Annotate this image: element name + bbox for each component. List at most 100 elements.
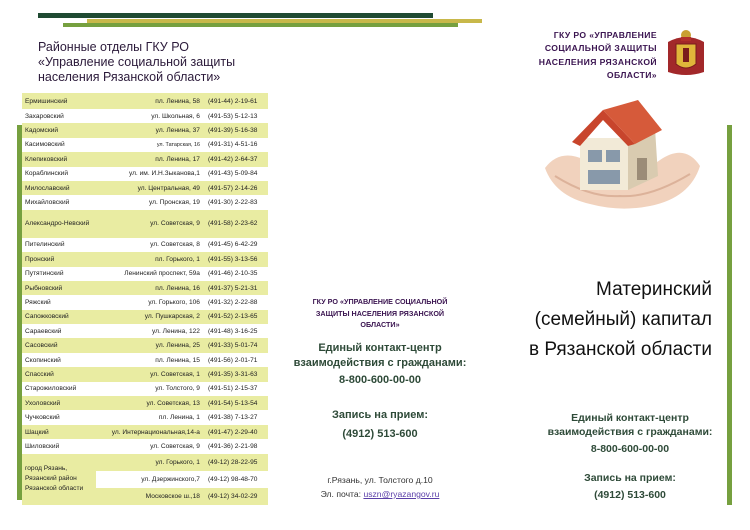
- district-phone: (491-45) 6-42-29: [207, 241, 258, 249]
- district-name: Пителинский: [25, 241, 65, 249]
- district-phone: (491-54) 5-13-54: [203, 396, 268, 411]
- district-phone: (491-42) 2-64-37: [203, 152, 268, 167]
- district-address: ул. Пронская, 19: [149, 199, 200, 207]
- district-phone: (491-47) 2-29-40: [203, 424, 268, 440]
- district-phone: (491-58) 2-23-62: [203, 209, 268, 238]
- district-address: ул. Школьная, 6: [151, 112, 200, 120]
- district-phone: (491-38) 7-13-27: [207, 414, 258, 422]
- district-address: ул. Пушкарская, 2: [96, 309, 204, 325]
- district-name: Шацкий: [22, 424, 96, 440]
- district-address: ул. Советская, 13: [96, 396, 204, 411]
- district-address: ул. Советская, 9: [96, 209, 204, 238]
- table-row: Шиловский ул. Советская, 9 (491-36) 2-21…: [22, 439, 268, 453]
- appointment-phone: (4912) 513-600: [342, 428, 418, 440]
- district-address: пл. Ленина, 15: [155, 356, 200, 364]
- district-name: Сасовский: [22, 338, 96, 353]
- district-address: пл. Ленина, 17: [96, 152, 204, 167]
- district-name: Ухоловский: [22, 396, 96, 411]
- district-name: город Рязань, Рязанский район Рязанской …: [22, 453, 96, 505]
- table-row: ул. Дзержинского,7 (49-12) 98-48-70: [22, 471, 268, 488]
- district-name: Ермишинский: [22, 93, 96, 109]
- heading-line: «Управление социальной защиты: [38, 55, 236, 69]
- email-line: Эл. почта: uszn@ryazangov.ru: [290, 489, 470, 499]
- heading-line: населения Рязанской области»: [38, 70, 221, 84]
- left-accent-bar: [17, 125, 22, 500]
- cover-contact-label: Единый контакт-центр взаимодействия с гр…: [530, 411, 730, 439]
- cover-appointment-phone: (4912) 513-600: [594, 489, 666, 501]
- district-address: ул. Интернациональная,14-а: [96, 424, 204, 440]
- table-row: Чучковский пл. Ленина, 1 (491-38) 7-13-2…: [22, 410, 268, 424]
- district-address: ул. Ленина, 122: [152, 327, 200, 335]
- district-phone: (491-56) 2-01-71: [207, 356, 258, 364]
- district-phone: (491-55) 3-13-56: [203, 252, 268, 267]
- district-address: пл. Ленина, 1: [158, 414, 200, 422]
- district-phone: (49-12) 28-22-95: [203, 453, 268, 471]
- table-row: Александро-Невский ул. Советская, 9 (491…: [22, 209, 268, 238]
- table-row: Кадомский ул. Ленина, 37 (491-39) 5-16-3…: [22, 123, 268, 138]
- table-row: Путятинский Ленинский проспект, 59а (491…: [22, 267, 268, 281]
- table-row: Милославский ул. Центральная, 49 (491-57…: [22, 180, 268, 196]
- district-phone: (491-39) 5-16-38: [203, 123, 268, 138]
- district-name: Скопинский: [25, 356, 61, 364]
- district-phone: (491-43) 5-09-84: [207, 170, 258, 178]
- table-row: Шацкий ул. Интернациональная,14-а (491-4…: [22, 424, 268, 440]
- district-address: ул. им. И.Н.Зыканова,1: [128, 170, 200, 178]
- coat-of-arms-logo: [668, 30, 704, 75]
- district-phone: (491-35) 3-31-63: [203, 367, 268, 382]
- district-address: ул. Горького, 106: [148, 298, 200, 306]
- district-address: ул. Дзержинского,7: [141, 475, 200, 483]
- district-offices-table: Ермишинский пл. Ленина, 58 (491-44) 2-19…: [22, 93, 268, 505]
- cover-appointment-label: Запись на прием:: [584, 472, 676, 484]
- district-name: Михайловский: [25, 199, 70, 207]
- title-line: (семейный) капитал: [534, 309, 712, 330]
- district-phone: (491-36) 2-21-98: [207, 442, 258, 450]
- district-address: ул. Ленина, 37: [96, 123, 204, 138]
- district-address: ул. Советская, 8: [150, 241, 200, 249]
- table-row: Сасовский ул. Ленина, 25 (491-33) 5-01-7…: [22, 338, 268, 353]
- district-address: пл. Ленина, 16: [96, 280, 204, 296]
- org-line: ГКУ РО «УПРАВЛЕНИЕ: [553, 30, 657, 40]
- district-phone: (491-46) 2-10-35: [207, 270, 258, 278]
- district-address: пл. Ленина, 58: [96, 93, 204, 109]
- contact-line: взаимодействия с гражданами:: [547, 426, 713, 438]
- house-in-hands-image: [545, 100, 700, 209]
- address: г.Рязань, ул. Толстого д.10: [327, 475, 433, 485]
- table-row: Московское ш.,18 (49-12) 34-02-29: [22, 487, 268, 505]
- district-name: Рыбновский: [22, 280, 96, 296]
- email-link[interactable]: uszn@ryazangov.ru: [363, 489, 440, 499]
- table-row: Пителинский ул. Советская, 8 (491-45) 6-…: [22, 238, 268, 252]
- table-row: Захаровский ул. Школьная, 6 (491-53) 5-1…: [22, 109, 268, 123]
- district-address: ул. Толстого, 9: [155, 385, 200, 393]
- contact-line: взаимодействия с гражданами:: [293, 357, 467, 369]
- brochure-title: Материнский (семейный) капитал в Рязанск…: [500, 275, 712, 365]
- contact-line: Единый контакт-центр: [318, 342, 442, 354]
- district-phone: (491-33) 5-01-74: [203, 338, 268, 353]
- district-address: ул. Советская, 1: [96, 367, 204, 382]
- contact-center-phone: 8-800-600-00-00: [339, 374, 421, 386]
- table-row: Кораблинский ул. им. И.Н.Зыканова,1 (491…: [22, 167, 268, 181]
- table-row: Ряжский ул. Горького, 106 (491-32) 2-22-…: [22, 295, 268, 309]
- district-address: ул. Центральная, 49: [96, 180, 204, 196]
- district-phone: (491-31) 4-51-16: [207, 141, 258, 149]
- district-phone: (491-30) 2-22-83: [207, 199, 258, 207]
- table-row: город Рязань, Рязанский район Рязанской …: [22, 453, 268, 505]
- table-row: Ухоловский ул. Советская, 13 (491-54) 5-…: [22, 396, 268, 411]
- table-row: Пронский пл. Горького, 1 (491-55) 3-13-5…: [22, 252, 268, 267]
- district-phone: (491-51) 2-15-37: [207, 385, 258, 393]
- title-line: Материнский: [596, 279, 712, 300]
- district-address: Московское ш.,18: [96, 487, 204, 505]
- district-phone: (491-44) 2-19-61: [203, 93, 268, 109]
- table-row: Спасский ул. Советская, 1 (491-35) 3-31-…: [22, 367, 268, 382]
- district-name: Шиловский: [25, 442, 60, 450]
- heading-line: Районные отделы ГКУ РО: [38, 40, 189, 54]
- organization-name: ГКУ РО «УПРАВЛЕНИЕ СОЦИАЛЬНОЙ ЗАЩИТЫ НАС…: [500, 29, 657, 83]
- district-name: Сараевский: [25, 327, 62, 335]
- decor-line-dark: [38, 13, 433, 18]
- cover-contact-phone: 8-800-600-00-00: [590, 443, 670, 455]
- table-row: Касимовский ул. Татарская, 16 (491-31) 4…: [22, 138, 268, 152]
- org-line: НАСЕЛЕНИЯ РЯЗАНСКОЙ: [538, 56, 657, 67]
- district-name: Кораблинский: [25, 170, 69, 178]
- decor-line-olive: [87, 19, 482, 23]
- table-row: Сараевский ул. Ленина, 122 (491-48) 3-16…: [22, 324, 268, 338]
- district-phone: (491-48) 3-16-25: [207, 327, 258, 335]
